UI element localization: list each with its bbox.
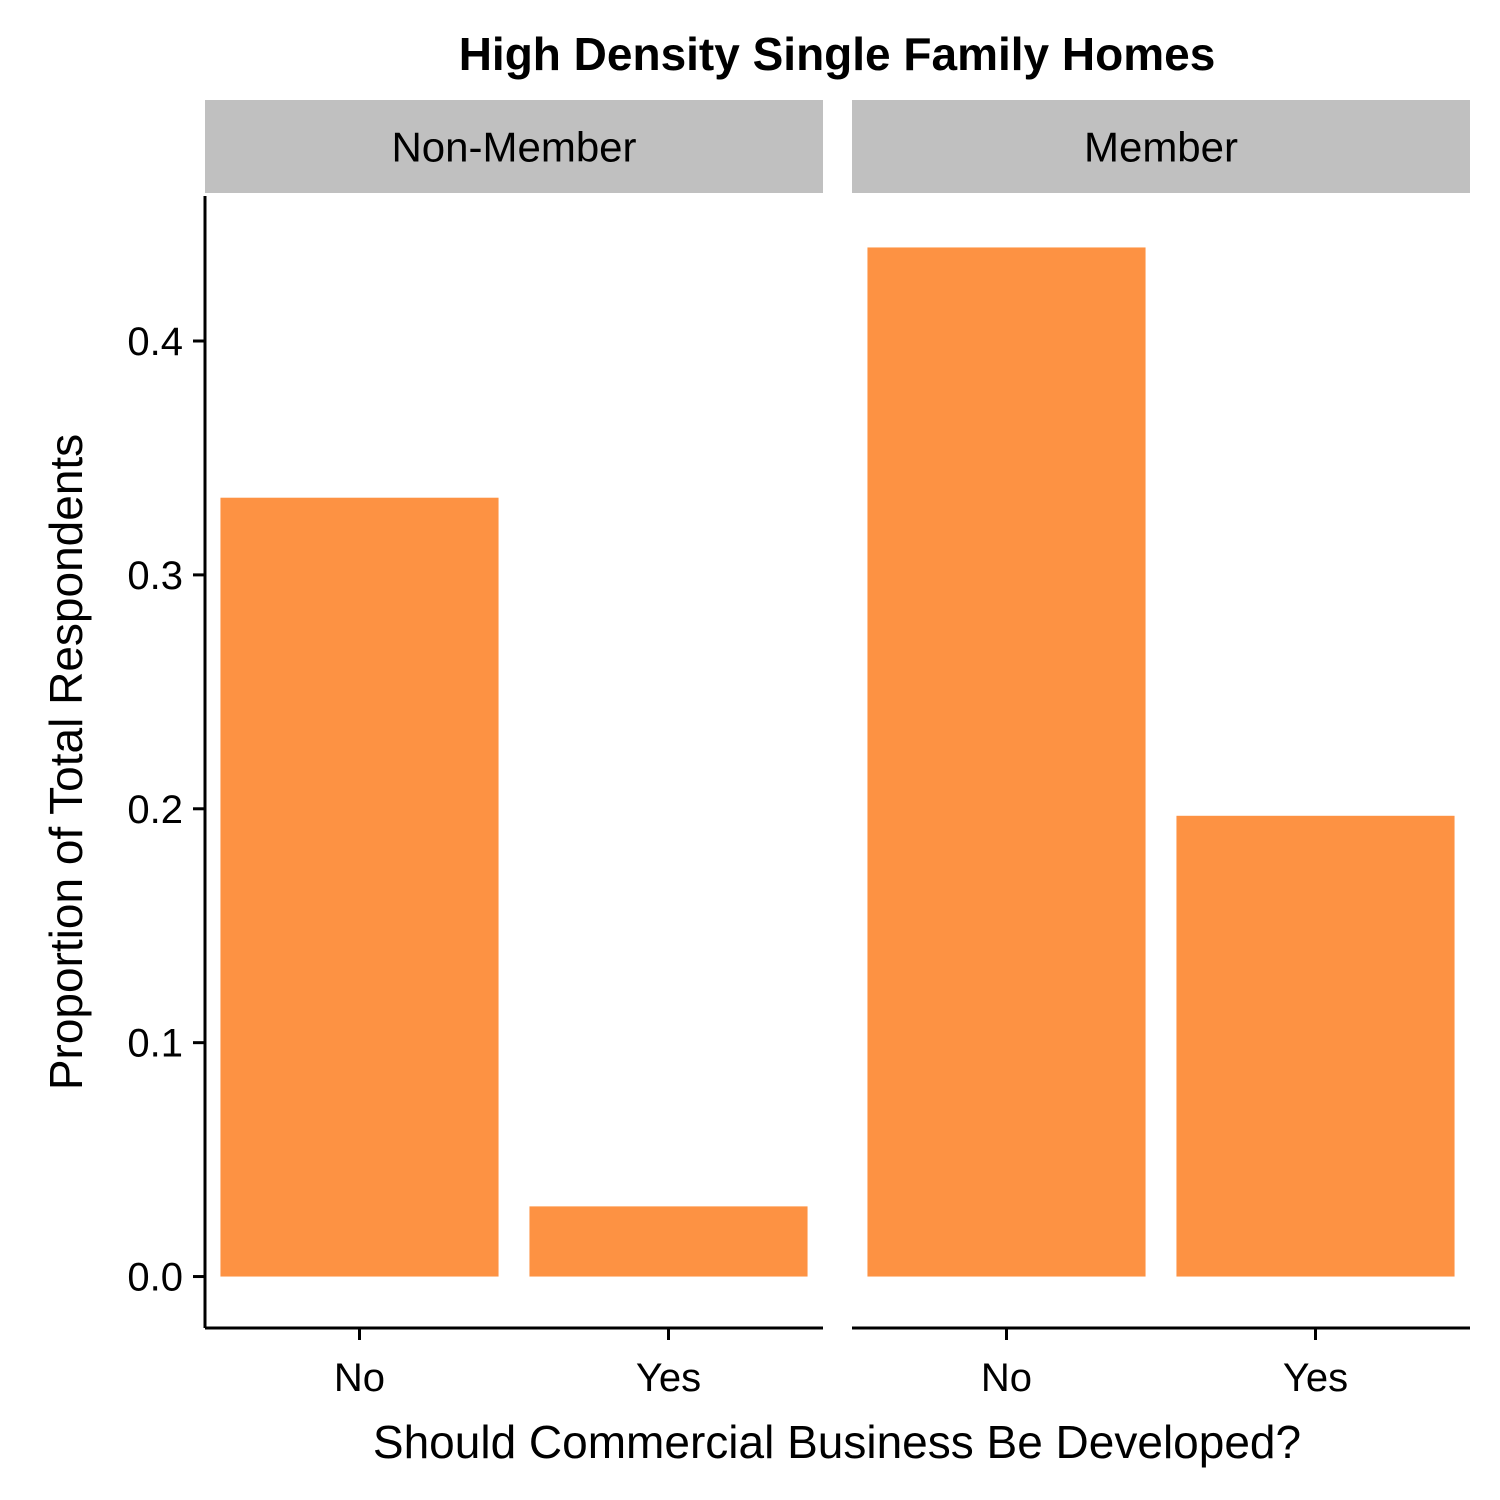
x-axis-title: Should Commercial Business Be Developed? xyxy=(373,1416,1301,1468)
facet-strip-non-member xyxy=(205,100,823,193)
y-tick-label: 0.1 xyxy=(127,1022,183,1066)
facet-panels: Non-Member No Yes Member No Yes xyxy=(205,100,1470,1400)
facet-strip-member xyxy=(852,100,1470,193)
bar-member-no xyxy=(867,247,1146,1277)
x-tick-label: Yes xyxy=(1283,1356,1348,1400)
facet-panel-member: Member No Yes xyxy=(852,100,1470,1400)
y-tick-label: 0.3 xyxy=(127,554,183,598)
y-axis: 0.0 0.1 0.2 0.3 0.4 xyxy=(127,196,207,1328)
y-axis-title: Proportion of Total Respondents xyxy=(40,434,92,1090)
facet-strip-label: Non-Member xyxy=(391,124,636,171)
bar-non-member-yes xyxy=(529,1206,808,1277)
chart-title: High Density Single Family Homes xyxy=(459,28,1216,80)
x-tick-label: No xyxy=(334,1356,385,1400)
y-tick-label: 0.4 xyxy=(127,320,183,364)
y-tick-label: 0.2 xyxy=(127,788,183,832)
y-tick-label: 0.0 xyxy=(127,1256,183,1300)
bar-non-member-no xyxy=(220,497,499,1277)
x-tick-label: No xyxy=(981,1356,1032,1400)
bar-member-yes xyxy=(1176,815,1455,1277)
facet-strip-label: Member xyxy=(1084,124,1238,171)
x-tick-label: Yes xyxy=(636,1356,701,1400)
facet-panel-non-member: Non-Member No Yes xyxy=(205,100,823,1400)
